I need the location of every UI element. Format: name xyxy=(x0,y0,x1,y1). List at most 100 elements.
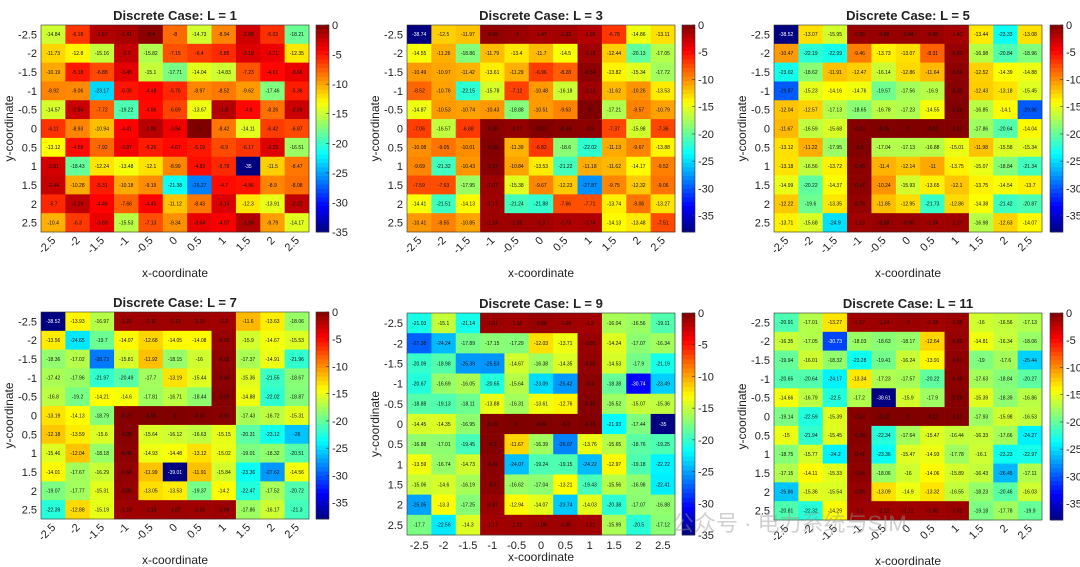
colorbar-tick-label: -30 xyxy=(1066,183,1080,195)
heatmap-cell xyxy=(455,156,481,176)
cell-value-label: -13.12 xyxy=(779,145,793,151)
colorbar-tick-label: -25 xyxy=(698,156,714,168)
heatmap-cell xyxy=(774,25,799,45)
heatmap-cell xyxy=(822,62,848,82)
cell-value-label: -6.17 xyxy=(242,145,254,151)
y-tick-label: -2.5 xyxy=(751,29,770,41)
cell-value-label: -17.07 xyxy=(631,503,645,509)
heatmap-cell xyxy=(480,313,505,334)
y-tick-label: 1 xyxy=(31,161,37,173)
colorbar-segment xyxy=(316,94,329,99)
cell-value-label: -19.43 xyxy=(583,482,597,488)
heatmap-cell xyxy=(114,25,139,45)
cell-value-label: -0.06 xyxy=(145,413,157,419)
colorbar-frame xyxy=(681,24,696,233)
colorbar-segment xyxy=(682,331,695,337)
cell-value-label: -2.54 xyxy=(72,107,84,113)
heatmap-cell xyxy=(798,156,824,176)
colorbar-segment xyxy=(316,167,329,173)
colorbar-segment xyxy=(1050,115,1063,121)
heatmap-cell xyxy=(798,369,824,389)
heatmap-cell xyxy=(284,462,310,482)
cell-value-label: -0.2 xyxy=(561,422,570,428)
cell-value-label: -20.09 xyxy=(412,361,426,367)
heatmap-cell xyxy=(577,514,603,536)
cell-value-label: -12.04 xyxy=(779,107,793,113)
heatmap-cell xyxy=(65,81,91,101)
cell-value-label: -15.53 xyxy=(290,338,304,344)
cell-value-label: -11.29 xyxy=(510,70,524,76)
heatmap-cell xyxy=(235,175,261,195)
colorbar-segment xyxy=(1050,119,1063,125)
cell-value-label: -15.07 xyxy=(631,402,645,408)
heatmap-cell xyxy=(774,194,799,214)
cell-value-label: -7.51 xyxy=(657,220,669,226)
heatmap-cell xyxy=(455,434,481,455)
heatmap-cell xyxy=(577,353,603,374)
cell-value-label: -17.21 xyxy=(607,107,621,113)
cell-value-label: -0.67 xyxy=(951,358,963,364)
x-tick-label: 0 xyxy=(900,235,913,248)
cell-value-label: -23.36 xyxy=(241,470,255,476)
cell-value-label: -16.59 xyxy=(803,126,817,132)
cell-value-label: -14.01 xyxy=(46,470,60,476)
colorbar-segment xyxy=(682,354,695,360)
colorbar-segment xyxy=(682,89,695,95)
heatmap-cell xyxy=(162,387,188,407)
heatmap-cell xyxy=(407,474,432,495)
cell-value-label: -0.17 xyxy=(535,126,547,132)
heatmap-cell xyxy=(871,501,897,521)
colorbar-segment xyxy=(1050,485,1063,491)
heatmap-cell xyxy=(798,482,824,502)
heatmap-cell xyxy=(455,313,481,334)
heatmap-cell xyxy=(822,43,848,63)
heatmap-cell xyxy=(407,434,432,455)
heatmap-cell xyxy=(65,119,91,139)
cell-value-label: -20.64 xyxy=(803,377,817,383)
colorbar-segment xyxy=(316,59,329,65)
heatmap-cell xyxy=(1017,463,1043,483)
x-tick-label: 1.5 xyxy=(967,523,986,542)
heatmap-cell xyxy=(626,313,651,334)
cell-value-label: -0.02 xyxy=(878,414,890,420)
heatmap-cell xyxy=(480,81,505,101)
heatmap-cell xyxy=(455,353,481,374)
cell-value-label: -17.2 xyxy=(854,395,866,401)
cell-value-label: -0.47 xyxy=(854,183,866,189)
colorbar-segment xyxy=(316,197,329,203)
heatmap-cell xyxy=(114,156,139,176)
colorbar-tick-label: -35 xyxy=(1066,499,1080,511)
colorbar-segment xyxy=(682,81,695,86)
cell-value-label: -16.98 xyxy=(631,482,645,488)
y-tick-label: -2.5 xyxy=(751,317,770,329)
heatmap-cell xyxy=(528,81,554,101)
cell-value-label: -18.03 xyxy=(852,339,866,345)
cell-value-label: -13.74 xyxy=(607,202,621,208)
cell-value-label: -16.43 xyxy=(974,471,988,477)
colorbar-tick-label: -15 xyxy=(332,389,348,401)
heatmap-cell xyxy=(774,81,799,101)
heatmap-cell xyxy=(138,119,164,139)
cell-value-label: -0.45 xyxy=(854,164,866,170)
x-axis-label: x-coordinate xyxy=(508,266,574,280)
colorbar-segment xyxy=(682,470,695,476)
cell-value-label: -0.98 xyxy=(927,32,939,38)
cell-value-label: -1.06 xyxy=(535,523,547,529)
colorbar-segment xyxy=(1050,128,1063,134)
cell-value-label: -9.46 xyxy=(854,51,866,57)
heatmap-cell xyxy=(968,388,994,408)
cell-value-label: -0.54 xyxy=(854,471,866,477)
heatmap-cell xyxy=(114,43,139,63)
cell-value-label: -17.7 xyxy=(145,376,157,382)
cell-value-label: -16.34 xyxy=(998,339,1012,345)
heatmap-cell xyxy=(626,333,651,354)
heatmap-cell xyxy=(626,25,651,45)
colorbar-segment xyxy=(1050,356,1063,361)
cell-value-label: -16.88 xyxy=(925,145,939,151)
heatmap-cell xyxy=(577,454,603,475)
heatmap-cell xyxy=(1017,444,1043,464)
colorbar-segment xyxy=(682,188,695,194)
heatmap-cell xyxy=(260,330,285,350)
cell-value-label: -15.9 xyxy=(902,395,914,401)
colorbar-segment xyxy=(316,342,329,347)
